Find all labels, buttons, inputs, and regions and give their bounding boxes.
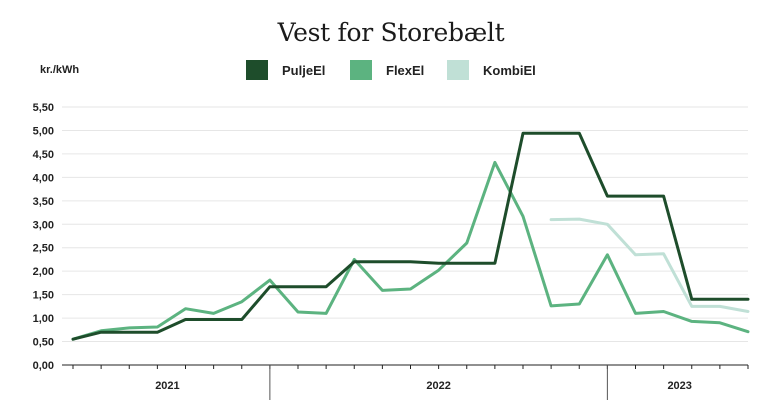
- y-tick-label: 4,50: [33, 149, 54, 161]
- legend-swatch-flexel: [350, 60, 372, 80]
- y-tick-label: 5,50: [33, 102, 54, 114]
- year-label: 2022: [426, 380, 450, 392]
- y-tick-label: 0,50: [33, 337, 54, 349]
- y-tick-label: 2,00: [33, 266, 54, 278]
- y-tick-label: 3,00: [33, 219, 54, 231]
- y-axis-unit-label: kr./kWh: [40, 64, 80, 76]
- year-label: 2021: [155, 380, 179, 392]
- legend-swatch-kombiel: [447, 60, 469, 80]
- chart-title: Vest for Storebælt: [277, 18, 505, 47]
- legend-item-flexel: FlexEl: [350, 60, 424, 80]
- legend-item-kombiel: KombiEl: [447, 60, 536, 80]
- y-tick-label: 3,50: [33, 196, 54, 208]
- legend-label-flexel: FlexEl: [386, 62, 425, 78]
- y-tick-label: 1,50: [33, 290, 54, 302]
- y-tick-label: 2,50: [33, 243, 54, 255]
- series-line-puljeel: [71, 131, 750, 341]
- y-tick-label: 1,00: [33, 313, 54, 325]
- year-label: 2023: [667, 380, 691, 392]
- legend-swatch-puljeel: [246, 60, 268, 80]
- series-line-kombiel: [549, 217, 750, 313]
- y-tick-label: 0,00: [33, 360, 54, 372]
- y-tick-label: 5,00: [33, 125, 54, 137]
- legend-item-puljeel: PuljeEl: [246, 60, 325, 80]
- legend-label-kombiel: KombiEl: [483, 62, 536, 78]
- legend: PuljeEl FlexEl KombiEl: [0, 60, 782, 84]
- series-line-flexel: [71, 160, 750, 341]
- legend-label-puljeel: PuljeEl: [282, 62, 326, 78]
- y-tick-label: 4,00: [33, 172, 54, 184]
